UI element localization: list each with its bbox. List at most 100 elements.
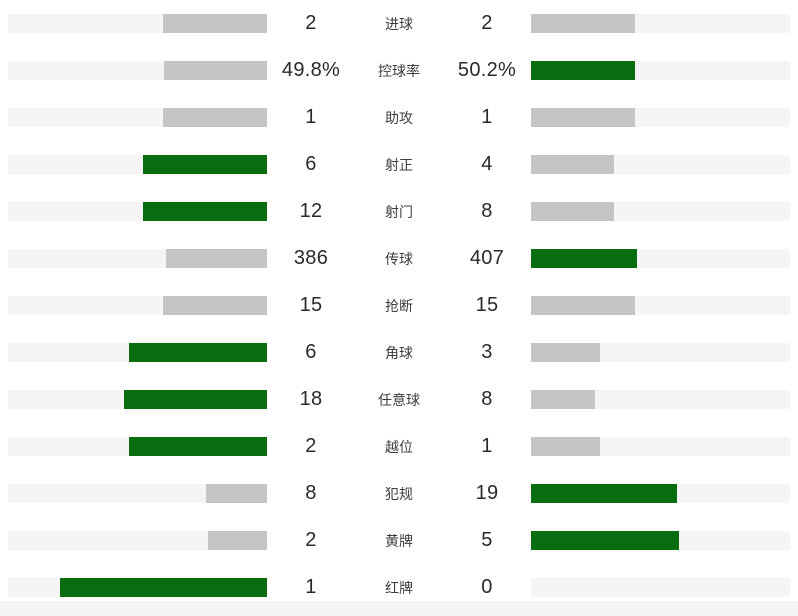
home-bar-track (8, 531, 267, 550)
home-bar (142, 202, 267, 221)
away-value: 0 (481, 576, 493, 598)
home-value: 6 (305, 341, 317, 363)
stat-label: 角球 (385, 344, 413, 361)
away-bar-track (531, 484, 790, 503)
away-bar-track (531, 61, 790, 80)
stat-label: 任意球 (378, 391, 420, 408)
home-value: 15 (299, 294, 323, 316)
away-value: 3 (481, 341, 493, 363)
away-bar-track (531, 390, 790, 409)
stat-row: 18 任意球 8 (0, 376, 798, 423)
home-bar-track (8, 155, 267, 174)
stat-label: 抢断 (385, 297, 413, 314)
stat-row: 15 抢断 15 (0, 282, 798, 329)
stat-label: 红牌 (385, 579, 413, 596)
away-value: 407 (469, 247, 505, 269)
stat-row: 8 犯规 19 (0, 470, 798, 517)
stat-label: 助攻 (385, 109, 413, 126)
away-value: 8 (481, 200, 493, 222)
away-bar (531, 249, 638, 268)
away-value: 1 (481, 435, 493, 457)
home-value: 18 (299, 388, 323, 410)
home-bar (123, 390, 267, 409)
home-bar (163, 14, 267, 33)
stat-row: 12 射门 8 (0, 188, 798, 235)
away-value: 5 (481, 529, 493, 551)
away-value: 2 (481, 12, 493, 34)
stat-label: 进球 (385, 15, 413, 32)
home-value: 8 (305, 482, 317, 504)
away-bar-track (531, 296, 790, 315)
stat-row: 2 黄牌 5 (0, 517, 798, 564)
stat-label: 射正 (385, 156, 413, 173)
home-bar-track (8, 108, 267, 127)
home-value: 6 (305, 153, 317, 175)
stat-row: 6 射正 4 (0, 141, 798, 188)
section-divider (0, 601, 798, 616)
home-bar-track (8, 14, 267, 33)
away-bar (531, 14, 635, 33)
away-bar (531, 202, 614, 221)
home-bar-track (8, 578, 267, 597)
stat-label: 传球 (385, 250, 413, 267)
away-bar (531, 296, 635, 315)
home-value: 49.8% (281, 59, 341, 81)
home-value: 1 (305, 106, 317, 128)
stat-label: 射门 (385, 203, 413, 220)
away-bar (531, 155, 614, 174)
home-bar (166, 249, 267, 268)
home-value: 2 (305, 529, 317, 551)
home-bar (59, 578, 267, 597)
away-bar-track (531, 531, 790, 550)
stat-row: 1 红牌 0 (0, 564, 798, 611)
away-bar-track (531, 14, 790, 33)
stat-row: 2 越位 1 (0, 423, 798, 470)
home-bar (142, 155, 267, 174)
home-bar (163, 296, 267, 315)
stat-row: 2 进球 2 (0, 0, 798, 47)
stat-row: 1 助攻 1 (0, 94, 798, 141)
home-bar-track (8, 61, 267, 80)
home-bar (128, 437, 267, 456)
away-bar-track (531, 249, 790, 268)
away-value: 8 (481, 388, 493, 410)
home-value: 386 (293, 247, 329, 269)
away-value: 4 (481, 153, 493, 175)
home-bar (128, 343, 267, 362)
away-bar (531, 343, 601, 362)
away-value: 15 (475, 294, 499, 316)
home-value: 2 (305, 12, 317, 34)
home-bar (205, 484, 267, 503)
home-value: 12 (299, 200, 323, 222)
away-bar (531, 108, 635, 127)
stat-label: 越位 (385, 438, 413, 455)
stat-row: 6 角球 3 (0, 329, 798, 376)
away-bar-track (531, 155, 790, 174)
away-bar (531, 437, 601, 456)
away-bar (531, 531, 679, 550)
away-bar-track (531, 343, 790, 362)
away-value: 50.2% (457, 59, 517, 81)
home-value: 1 (305, 576, 317, 598)
home-bar-track (8, 296, 267, 315)
away-bar (531, 484, 677, 503)
stat-row: 49.8% 控球率 50.2% (0, 47, 798, 94)
home-bar-track (8, 390, 267, 409)
stat-label: 黄牌 (385, 532, 413, 549)
home-bar (163, 108, 267, 127)
away-bar-track (531, 202, 790, 221)
home-bar-track (8, 437, 267, 456)
away-bar-track (531, 108, 790, 127)
stat-row: 386 传球 407 (0, 235, 798, 282)
home-bar (207, 531, 267, 550)
home-bar-track (8, 484, 267, 503)
stat-label: 犯规 (385, 485, 413, 502)
away-bar-track (531, 578, 790, 597)
away-bar (531, 61, 635, 80)
home-bar-track (8, 202, 267, 221)
away-value: 19 (475, 482, 499, 504)
home-bar-track (8, 249, 267, 268)
home-value: 2 (305, 435, 317, 457)
home-bar (163, 61, 267, 80)
